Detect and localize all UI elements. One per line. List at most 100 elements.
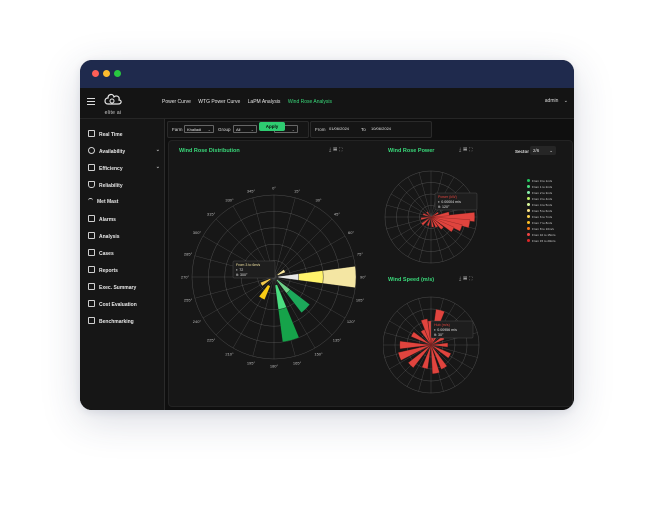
from-date-input[interactable]: 01/06/2024 [327, 125, 354, 133]
nav-lapm-analysis[interactable]: LaPM Analysis [247, 99, 281, 105]
app-body: elite ai Power Curve WTG Power Curve LaP… [80, 88, 574, 410]
chevron-down-icon: ⌄ [549, 148, 553, 153]
menu-icon[interactable] [87, 98, 95, 105]
sidebar-item-reliability[interactable]: Reliability [88, 181, 160, 191]
rose-segment [276, 279, 291, 294]
grid-spoke [273, 205, 316, 278]
wifi-icon [88, 198, 93, 204]
sidebar-item-label: Cost Evaluation [99, 302, 137, 308]
sector-select[interactable]: 2/6 ⌄ [530, 146, 556, 155]
legend-label: From 15 to 20m/s [532, 239, 556, 243]
main-content: Farm Khalladi⌄ Group All⌄ WTG All⌄ From … [167, 119, 573, 408]
sidebar-item-analysis[interactable]: Analysis [88, 232, 160, 242]
download-icon[interactable]: ⤓ [459, 276, 464, 282]
legend-swatch [527, 233, 530, 236]
sidebar-item-label: Real Time [99, 132, 123, 138]
user-menu[interactable]: admin ⌄ [545, 98, 568, 104]
download-icon[interactable]: ⤓ [329, 147, 334, 153]
minimize-dot[interactable] [103, 70, 110, 77]
grid-spoke [389, 344, 432, 370]
fullscreen-icon[interactable]: ⛶ [469, 276, 475, 282]
legend-item[interactable]: From 5 to 6m/s [527, 209, 556, 215]
legend-item[interactable]: From 0 to 1m/s [527, 179, 556, 185]
legend-label: From 10 to 15m/s [532, 233, 556, 237]
legend-swatch [527, 191, 530, 194]
legend-swatch [527, 215, 530, 218]
fullscreen-icon[interactable]: ⛶ [469, 147, 475, 153]
fullscreen-icon[interactable]: ⛶ [339, 147, 345, 153]
sidebar-item-cost-evaluation[interactable]: Cost Evaluation [88, 300, 160, 310]
tooltip-box [430, 320, 474, 339]
power-petal [430, 216, 444, 230]
angular-tick-label: 30° [315, 197, 321, 202]
app-window: elite ai Power Curve WTG Power Curve LaP… [80, 60, 574, 410]
speed-petal [398, 344, 432, 361]
wind-rose-power-chart[interactable]: Power (kW)r: 0.00004 m/sθ: 120° [383, 159, 523, 274]
rose-segment [277, 273, 299, 281]
sidebar-item-alarms[interactable]: Alarms [88, 215, 160, 225]
user-name: admin [544, 98, 559, 104]
tooltip-title: Hub (m/s) [434, 323, 450, 327]
speed-chart-toolbar: ⤓▤⛶ [459, 276, 475, 282]
table-view-icon[interactable]: ▤ [333, 147, 340, 153]
legend-item[interactable]: From 6 to 7m/s [527, 215, 556, 221]
legend-item[interactable]: From 15 to 20m/s [527, 239, 556, 245]
angular-tick-label: 315° [207, 212, 216, 217]
angular-tick-label: 285° [184, 251, 193, 256]
wind-rose-distribution-chart[interactable]: 0° 15° 30° 45° 60° 75° 90° 105° 120° 135° 150° 165°… [169, 159, 379, 404]
nav-wind-rose-analysis[interactable]: Wind Rose Analysis [287, 99, 333, 105]
sidebar-item-real-time[interactable]: Real Time [88, 130, 160, 140]
tooltip-theta: θ: 300° [236, 273, 248, 277]
nav-wtg-power-curve[interactable]: WTG Power Curve [198, 99, 241, 105]
sliders-icon [88, 164, 95, 171]
legend-item[interactable]: From 10 to 15m/s [527, 233, 556, 239]
group-select[interactable]: All ⌄ [233, 125, 257, 133]
farm-value: Khalladi [187, 127, 202, 132]
legend-item[interactable]: From 4 to 5m/s [527, 203, 556, 209]
grid-spoke [215, 276, 275, 336]
download-icon[interactable]: ⤓ [459, 147, 464, 153]
sidebar-item-efficiency[interactable]: Efficiency ⌄ [88, 164, 160, 174]
power-petal [430, 211, 439, 218]
legend-item[interactable]: From 8 to 10m/s [527, 227, 556, 233]
table-view-icon[interactable]: ▤ [463, 147, 470, 153]
sidebar-item-label: Met Mast [97, 199, 119, 205]
legend-swatch [527, 203, 530, 206]
window-titlebar [80, 60, 574, 88]
legend-label: From 6 to 7m/s [532, 215, 553, 219]
maximize-dot[interactable] [114, 70, 121, 77]
sidebar-item-benchmarking[interactable]: Benchmarking [88, 317, 160, 327]
legend-swatch [527, 227, 530, 230]
legend-item[interactable]: From 2 to 3m/s [527, 191, 556, 197]
speed-petal [430, 342, 448, 348]
sidebar-item-met-mast[interactable]: Met Mast [88, 198, 160, 208]
rose-segment [277, 269, 286, 276]
tooltip-box [232, 260, 276, 279]
farm-label: Farm [172, 127, 183, 132]
table-view-icon[interactable]: ▤ [463, 276, 470, 282]
sidebar-item-cases[interactable]: Cases [88, 249, 160, 259]
group-label: Group [218, 127, 231, 132]
legend-item[interactable]: From 1 to 2m/s [527, 185, 556, 191]
wind-speed-chart[interactable]: Hub (m/s)r: 0.00956 m/sθ: 30° [383, 283, 523, 403]
legend-label: From 0 to 1m/s [532, 179, 553, 183]
angular-tick-label: 345° [247, 189, 256, 194]
angular-tick-label: 270° [181, 275, 190, 280]
asset-filter-bar: Farm Khalladi⌄ Group All⌄ WTG All⌄ [167, 121, 309, 138]
sidebar-item-reports[interactable]: Reports [88, 266, 160, 276]
sidebar-item-exec-summary[interactable]: Exec. Summary [88, 283, 160, 293]
to-date-input[interactable]: 10/06/2024 [369, 125, 396, 133]
apply-button[interactable]: Apply [259, 122, 285, 131]
farm-select[interactable]: Khalladi ⌄ [184, 125, 214, 133]
chevron-down-icon: ⌄ [207, 127, 211, 132]
chevron-down-icon: ⌄ [563, 98, 568, 104]
legend-item[interactable]: From 7 to 8m/s [527, 221, 556, 227]
nav-power-curve[interactable]: Power Curve [162, 99, 191, 105]
sidebar-item-availability[interactable]: Availability ⌄ [88, 147, 160, 157]
legend-label: From 4 to 5m/s [532, 203, 553, 207]
logo[interactable]: elite ai [100, 91, 126, 117]
close-dot[interactable] [92, 70, 99, 77]
tooltip-r: r: 0.00956 m/s [434, 328, 457, 332]
legend-item[interactable]: From 3 to 4m/s [527, 197, 556, 203]
chevron-down-icon: ⌄ [250, 127, 254, 132]
